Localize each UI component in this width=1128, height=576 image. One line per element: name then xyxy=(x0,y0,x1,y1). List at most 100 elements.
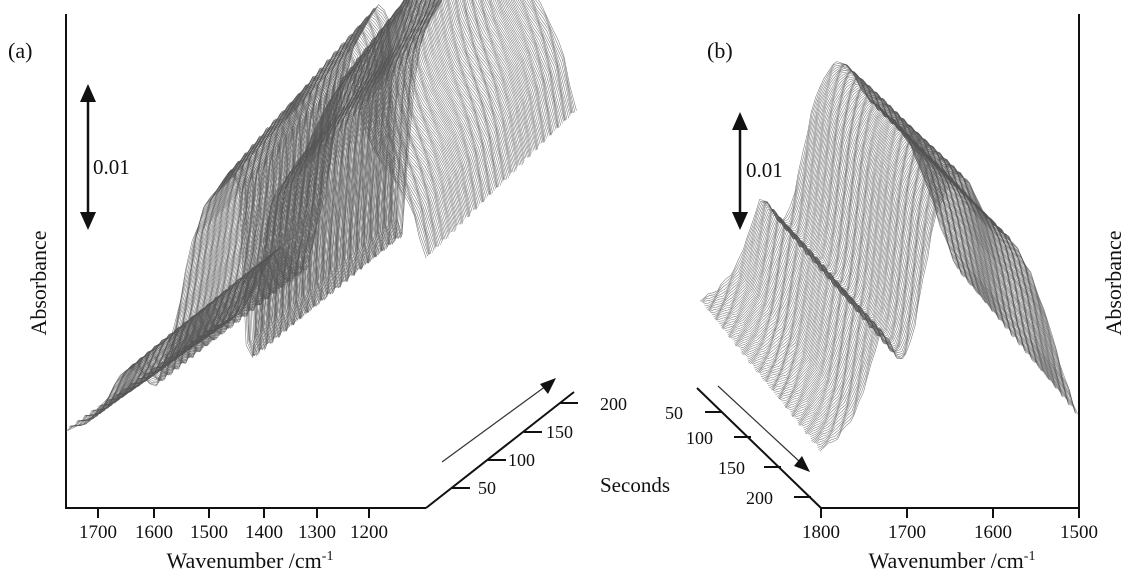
wf-b-spectrum-line xyxy=(788,144,1047,411)
panel-b-scale-label: 0.01 xyxy=(746,158,783,182)
wf-a-spectrum-line xyxy=(181,0,543,349)
panel-a-waterfall-lines xyxy=(65,0,577,432)
wf-a-spectrum-line xyxy=(200,0,561,337)
wf-b-spectrum-line xyxy=(741,100,999,353)
wf-a-spectrum-line xyxy=(177,0,539,353)
panel-a-x-tick-label: 1500 xyxy=(190,522,228,543)
wf-b-spectrum-line xyxy=(816,171,1075,445)
wf-b-spectrum-line xyxy=(781,138,1040,402)
panel-a-y-axis-label: Absorbance xyxy=(26,230,51,335)
panel-b-waterfall-lines xyxy=(699,61,1078,452)
wf-b-spectrum-line xyxy=(702,63,961,303)
panel-a-x-tick-label: 1600 xyxy=(135,522,173,543)
wf-a-spectrum-line xyxy=(141,0,503,379)
wf-b-spectrum-line xyxy=(773,131,1032,393)
panel-b-x-tick-label: 1700 xyxy=(888,522,926,543)
wf-a-spectrum-line xyxy=(124,0,486,390)
panel-a-time-axis xyxy=(425,391,575,509)
wf-b-spectrum-line xyxy=(719,79,978,324)
panel-b-scale-arrow-down-icon xyxy=(732,212,748,230)
panel-b: (b) Absorbance 0.01 1800 1700 1600 1500 xyxy=(665,14,1126,573)
wf-b-spectrum-line xyxy=(701,63,960,303)
wf-b-spectrum-line xyxy=(765,124,1024,382)
wf-b-spectrum-line xyxy=(810,165,1069,437)
wf-b-spectrum-line xyxy=(732,91,991,340)
wf-a-spectrum-line xyxy=(191,0,552,342)
panel-a-scale-label: 0.01 xyxy=(93,155,130,179)
wf-b-spectrum-line xyxy=(744,104,1003,356)
panel-a-x-tick-label: 1300 xyxy=(298,522,336,543)
wf-a-spectrum-line xyxy=(133,0,495,384)
wf-b-spectrum-line xyxy=(733,92,992,342)
wf-b-spectrum-line xyxy=(713,73,972,318)
wf-a-spectrum-line xyxy=(89,44,450,416)
panel-a-x-tick-label: 1200 xyxy=(350,522,388,543)
wf-b-spectrum-line xyxy=(760,118,1019,375)
panel-a-x-axis-label: Wavenumber /cm-1 xyxy=(167,548,334,573)
wf-b-spectrum-line xyxy=(745,103,1004,356)
panel-a-label: (a) xyxy=(8,38,32,63)
panel-b-z-tick-label: 100 xyxy=(686,428,713,448)
wf-a-spectrum-line xyxy=(170,0,531,358)
wf-a-spectrum-line xyxy=(123,0,485,390)
wf-a-spectrum-line xyxy=(132,0,493,385)
wf-a-spectrum-line xyxy=(211,0,572,328)
wf-a-spectrum-line xyxy=(178,0,539,353)
wf-b-spectrum-line xyxy=(817,171,1075,446)
panel-b-time-arrow xyxy=(717,385,810,472)
wf-a-spectrum-line xyxy=(125,0,487,390)
wf-b-spectrum-line xyxy=(756,115,1015,373)
wf-a-spectrum-line xyxy=(205,0,566,332)
panel-b-z-tick-label: 200 xyxy=(746,488,773,508)
panel-a-x-tick-label: 1700 xyxy=(79,522,117,543)
panel-a-z-tick-label: 200 xyxy=(600,394,627,414)
wf-b-spectrum-line xyxy=(766,124,1025,384)
panel-a-z-ticks xyxy=(452,402,578,489)
panel-b-x-tick-label: 1800 xyxy=(802,522,840,543)
wf-a-spectrum-line xyxy=(194,0,555,342)
wf-b-spectrum-line xyxy=(747,106,1006,360)
panel-a-x-tick-label: 1400 xyxy=(245,522,283,543)
wf-a-spectrum-line xyxy=(156,0,518,368)
wf-b-spectrum-line xyxy=(782,139,1041,404)
wf-b-spectrum-line xyxy=(770,128,1030,390)
panel-b-scale-arrow-up-icon xyxy=(732,112,748,130)
wf-b-spectrum-line xyxy=(809,164,1068,436)
wf-b-spectrum-line xyxy=(777,135,1037,399)
wf-b-spectrum-line xyxy=(714,74,973,319)
wf-a-spectrum-line xyxy=(208,0,569,332)
wf-a-spectrum-line xyxy=(118,5,479,395)
wf-b-spectrum-line xyxy=(753,111,1012,367)
panel-a-time-arrow xyxy=(441,378,556,463)
panel-b-scale-bar: 0.01 xyxy=(732,112,783,230)
panel-a: (a) Absorbance 0.01 1700 1600 1500 xyxy=(8,0,627,573)
wf-b-spectrum-line xyxy=(760,119,1019,378)
wf-b-spectrum-line xyxy=(800,157,1059,426)
wf-b-spectrum-line xyxy=(787,144,1046,409)
wf-b-spectrum-line xyxy=(791,147,1050,415)
wf-b-spectrum-line xyxy=(804,159,1062,431)
wf-a-spectrum-line xyxy=(216,0,577,327)
wf-b-spectrum-line xyxy=(740,99,999,351)
wf-a-spectrum-line xyxy=(177,0,538,353)
wf-a-spectrum-line xyxy=(163,0,524,364)
wf-a-spectrum-line xyxy=(116,7,477,395)
wf-a-spectrum-line xyxy=(131,0,492,385)
wf-b-spectrum-line xyxy=(766,124,1025,383)
wf-a-spectrum-line xyxy=(143,0,504,378)
wf-b-spectrum-line xyxy=(752,110,1011,365)
panel-a-time-arrow-head-icon xyxy=(540,378,556,394)
panel-b-z-ticks xyxy=(705,411,811,498)
wf-a-spectrum-line xyxy=(186,0,547,347)
panel-a-scale-bar: 0.01 xyxy=(80,84,130,230)
wf-b-spectrum-line xyxy=(794,150,1053,418)
panel-b-x-axis-label: Wavenumber /cm-1 xyxy=(869,548,1036,573)
wf-a-spectrum-line xyxy=(138,0,500,379)
panel-a-z-tick-label: 50 xyxy=(478,478,496,498)
wf-b-spectrum-line xyxy=(784,142,1043,408)
wf-b-spectrum-line xyxy=(803,158,1062,428)
panel-b-z-tick-label: 50 xyxy=(665,403,683,423)
wf-a-spectrum-line xyxy=(148,0,509,374)
panel-a-scale-arrow-up-icon xyxy=(80,84,96,102)
panel-b-x-tick-label: 1600 xyxy=(974,522,1012,543)
